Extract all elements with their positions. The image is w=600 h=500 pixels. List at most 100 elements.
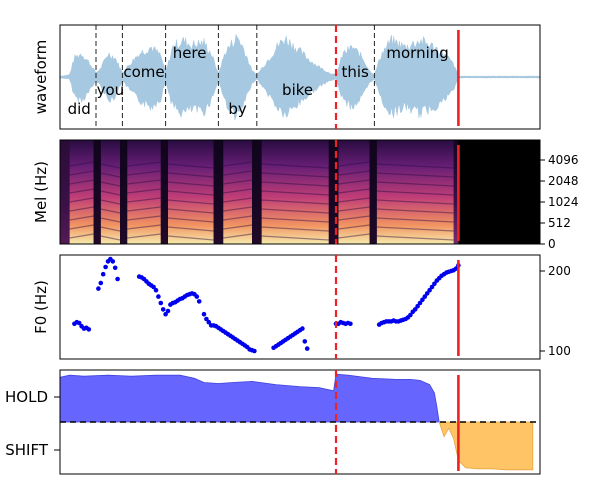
mel-harmonic-band [223, 206, 253, 212]
mel-harmonic-band [376, 172, 454, 178]
mel-harmonic-band [127, 224, 161, 230]
mel-harmonic-band [223, 224, 253, 230]
mel-harmonic-band [338, 179, 370, 185]
mel-harmonic-band [338, 224, 370, 230]
f0-point [160, 307, 166, 312]
waveform-envelope [60, 33, 540, 121]
f0-point [115, 276, 120, 282]
f0-point [415, 303, 420, 309]
f0-point [412, 307, 418, 312]
mel-voiced-segment [338, 140, 370, 244]
f0-point [304, 346, 310, 351]
mel-harmonic-band [338, 197, 370, 203]
word-label: here [173, 44, 207, 62]
mel-harmonic-band [338, 215, 370, 221]
f0-point [163, 311, 168, 317]
mel-harmonic-band [100, 217, 121, 223]
f0-point [408, 312, 413, 318]
mel-ytick-label: 0 [548, 237, 556, 251]
mel-gap [160, 140, 168, 244]
mel-harmonic-band [100, 190, 121, 196]
word-label: by [228, 100, 247, 118]
mel-voiced-segment [100, 140, 120, 244]
mel-panel: 0 512 1024 2048 4096 Mel (Hz) [32, 139, 579, 251]
mel-harmonic-band [338, 233, 370, 239]
mel-harmonic-band [167, 217, 214, 223]
mel-harmonic-band [167, 190, 214, 196]
mel-silence [458, 140, 540, 244]
mel-harmonic-band [261, 190, 329, 196]
mel-harmonic-band [127, 215, 161, 221]
f0-point [112, 265, 118, 271]
mel-harmonic-band [376, 235, 454, 241]
f0-frame [59, 254, 541, 360]
f0-point [151, 284, 156, 290]
mel-harmonic-band [69, 188, 94, 194]
mel-harmonic-band [127, 170, 161, 176]
mel-lead-in [60, 140, 70, 244]
f0-yticks: 100 200 [540, 264, 571, 358]
f0-ytick-label: 200 [548, 264, 571, 278]
mel-ylabel: Mel (Hz) [32, 161, 50, 223]
mel-harmonic-band [223, 188, 253, 194]
mel-harmonic-band [127, 188, 161, 194]
f0-point [110, 259, 116, 264]
mel-harmonic-band [261, 163, 329, 169]
mel-spectrogram [60, 140, 540, 244]
mel-harmonic-band [376, 181, 454, 187]
mel-harmonic-band [261, 172, 329, 178]
mel-harmonic-band [261, 217, 329, 223]
shift-area [438, 421, 534, 471]
mel-harmonic-band [100, 208, 121, 214]
mel-gap [369, 140, 377, 244]
f0-ylabel: F0 (Hz) [32, 280, 50, 334]
mel-harmonic-band [167, 181, 214, 187]
f0-point [76, 320, 82, 326]
f0-point [158, 300, 164, 306]
mel-harmonic-band [261, 235, 329, 241]
f0-point [417, 300, 423, 306]
f0-ytick-label: 100 [548, 344, 571, 358]
mel-gap [252, 140, 262, 244]
f0-point [103, 264, 108, 270]
mel-harmonic-band [127, 179, 161, 185]
mel-harmonic-band [69, 224, 94, 230]
mel-harmonic-band [127, 161, 161, 167]
vad-panel: HOLD SHIFT [5, 369, 541, 475]
mel-harmonic-band [376, 217, 454, 223]
mel-harmonic-band [167, 172, 214, 178]
mel-ytick-label: 512 [548, 216, 571, 230]
shift-label: SHIFT [5, 441, 49, 459]
mel-harmonic-band [338, 170, 370, 176]
f0-point [165, 308, 171, 314]
f0-point [156, 294, 161, 299]
mel-ytick-label: 2048 [548, 174, 579, 188]
mel-harmonic-band [376, 226, 454, 232]
f0-point [86, 327, 92, 332]
mel-harmonic-band [223, 215, 253, 221]
f0-points [72, 256, 461, 354]
mel-harmonic-band [223, 179, 253, 185]
f0-point [98, 280, 104, 286]
waveform-area [60, 33, 540, 121]
mel-harmonic-band [167, 208, 214, 214]
mel-harmonic-band [261, 226, 329, 232]
mel-harmonic-band [127, 233, 161, 239]
hold-shift-area [60, 373, 540, 471]
mel-voiced-segment [69, 140, 94, 244]
marker-lines [334, 25, 460, 474]
f0-point [420, 297, 425, 303]
mel-gap [93, 140, 101, 244]
f0-point [206, 319, 212, 325]
mel-harmonic-band [69, 161, 94, 167]
mel-voiced-segment [168, 140, 214, 244]
word-label: you [97, 81, 125, 99]
mel-ytick-label: 1024 [548, 195, 579, 209]
f0-point [429, 284, 435, 290]
f0-point [196, 299, 202, 304]
word-label: bike [282, 81, 313, 99]
mel-harmonic-band [338, 188, 370, 194]
